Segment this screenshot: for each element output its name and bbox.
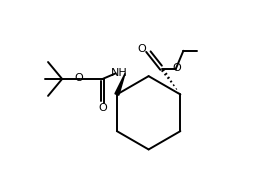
Text: NH: NH [111, 67, 128, 78]
Text: O: O [98, 103, 107, 113]
Text: O: O [74, 73, 83, 83]
Polygon shape [115, 73, 125, 95]
Text: O: O [173, 63, 181, 73]
Text: O: O [138, 44, 146, 54]
